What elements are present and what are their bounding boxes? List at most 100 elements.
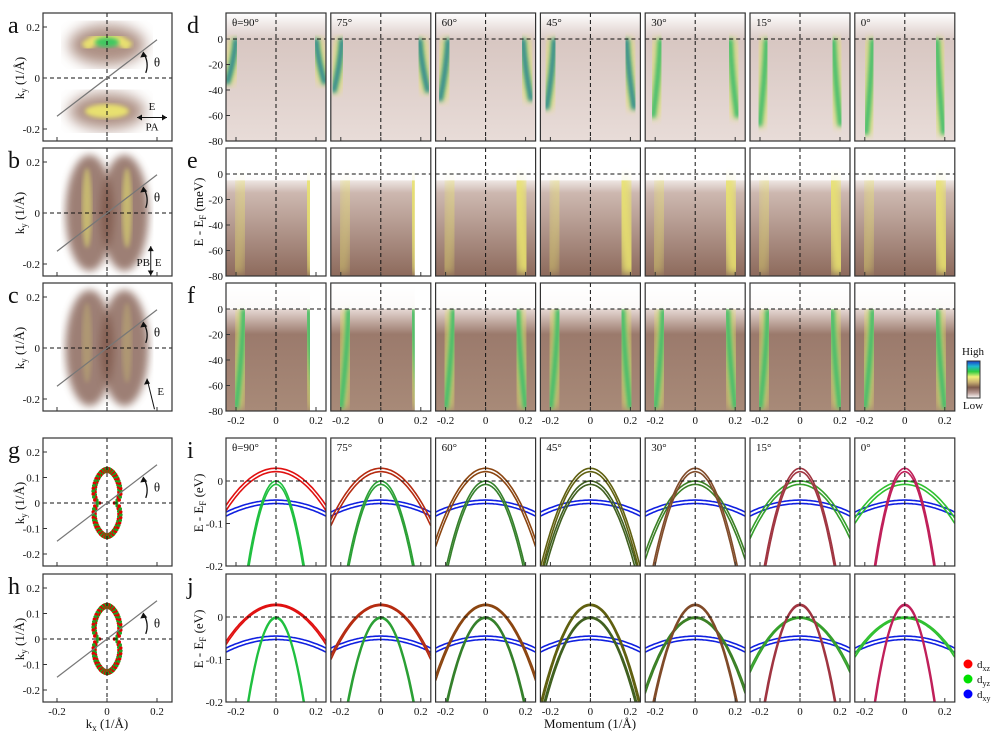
band-dxy [645, 635, 746, 649]
x-tick-label: 0.2 [414, 415, 428, 427]
theta-label: θ [154, 480, 160, 495]
polarization-label-PA: PA [145, 121, 158, 133]
y-tick-label: -0.1 [23, 660, 40, 672]
band-intensity-peak [545, 38, 556, 110]
y-tick-label: 0 [218, 304, 224, 316]
x-tick-label: 0 [588, 706, 594, 718]
cut-direction-line [56, 39, 158, 117]
x-tick-label: -0.2 [646, 415, 663, 427]
y-axis-label-b: ky (1/Å) [12, 192, 29, 234]
panel-e-1 [330, 147, 432, 277]
y-tick-label: 0.1 [26, 609, 40, 621]
legend-label: dxz [977, 659, 991, 673]
band-intensity-core [727, 38, 741, 118]
y-axis-label-eV-i-text: E - EF (eV) [191, 474, 208, 533]
y-axis-label-meV-text: E - EF (meV) [191, 178, 208, 247]
y-axis-label-a-text: ky (1/Å) [12, 57, 29, 99]
y-tick-label: 0 [35, 208, 41, 220]
label-unit: (eV) [191, 610, 206, 637]
contour-point [118, 495, 123, 499]
no-data-region [414, 283, 431, 411]
theta-label: θ [154, 616, 160, 631]
y-tick-label: 0.2 [26, 22, 40, 34]
band-dxz [542, 470, 639, 566]
band-dyz [348, 483, 414, 566]
band-intensity-peak [315, 38, 326, 84]
panel-i-4: 30° [644, 437, 746, 567]
label-main: E - E [191, 506, 206, 533]
angle-label: 75° [337, 442, 352, 454]
band-dxy [435, 635, 536, 649]
panel-j-5: -0.2 0 0.2 [749, 573, 851, 718]
x-tick-label: 0 [378, 706, 384, 718]
x-tick-label: -0.2 [437, 706, 454, 718]
label-subscript: x [92, 723, 97, 733]
panel-e-3 [539, 147, 642, 277]
contour-point [91, 628, 96, 632]
band-intensity-core [830, 38, 844, 127]
panel-e-6 [854, 147, 956, 277]
x-tick-label: 0 [588, 415, 594, 427]
angle-label: θ=90° [232, 17, 259, 29]
label-unit: (1/Å) [12, 482, 27, 513]
label-unit: (1/Å) [97, 716, 128, 731]
y-tick-label: -0.2 [206, 561, 223, 573]
y-tick-label: 0.2 [26, 447, 40, 459]
x-tick-label: 0.2 [728, 706, 742, 718]
band-intensity-peak [438, 38, 450, 101]
contour-point [93, 504, 97, 508]
contour-point [118, 510, 123, 514]
y-tick-label: -80 [208, 406, 223, 418]
contour-point [117, 504, 121, 508]
colorbar-high-label: High [962, 346, 985, 358]
band-intensity-core [934, 38, 947, 135]
angle-label: 15° [756, 442, 771, 454]
y-tick-label: -0.1 [206, 655, 223, 667]
contour-point [91, 515, 96, 520]
y-tick-label: 0 [218, 169, 224, 181]
band-intensity-core [863, 38, 876, 135]
panel-letter-h: h [8, 574, 20, 600]
y-tick-label: -60 [208, 111, 223, 123]
label-main: k [86, 716, 93, 731]
panel-i-1: 75° [330, 437, 432, 567]
band-intensity [509, 173, 534, 275]
angle-label: 45° [546, 17, 561, 29]
x-tick-label: 0 [483, 415, 489, 427]
contour-point [91, 489, 95, 494]
y-tick-label: -40 [208, 220, 223, 232]
label-main: d [977, 689, 983, 701]
band-intensity-peak [625, 38, 636, 110]
panel-a: θ 0.2 0 -0.2 a [8, 12, 173, 142]
contour-point [91, 651, 96, 656]
band-intensity [647, 173, 672, 275]
contour-point [95, 637, 100, 641]
panel-e-4 [644, 147, 746, 277]
label-main: k [12, 92, 27, 99]
y-axis-label-c-text: ky (1/Å) [12, 327, 29, 369]
band-dxy [854, 499, 955, 513]
contour-point [118, 631, 123, 635]
arrowhead-icon [140, 321, 148, 328]
panel-i-3: 45° [539, 437, 642, 567]
label-unit: (1/Å) [12, 327, 27, 358]
label-subscript: yz [983, 679, 991, 688]
panel-i-2: 60° [435, 437, 537, 567]
panel-letter-f: f [187, 283, 195, 309]
angle-label: 0° [861, 442, 871, 454]
legend-label: dyz [977, 674, 991, 688]
y-tick-label: -0.1 [23, 524, 40, 536]
panel-b-content [65, 155, 149, 271]
contour-point [93, 634, 97, 638]
contour-point [118, 518, 123, 523]
panel-g: θ 0.2 0.1 0 -0.1 -0.2 g [8, 437, 173, 567]
panel-d-4: 30° [644, 12, 746, 142]
legend-marker [963, 659, 973, 669]
panel-d-1: 75° [330, 12, 432, 142]
y-tick-label: 0.2 [26, 157, 40, 169]
y-axis-label-c: ky (1/Å) [12, 327, 29, 369]
x-tick-label: 0.2 [414, 706, 428, 718]
contour-point [118, 622, 123, 627]
band-intensity-core [619, 308, 633, 409]
